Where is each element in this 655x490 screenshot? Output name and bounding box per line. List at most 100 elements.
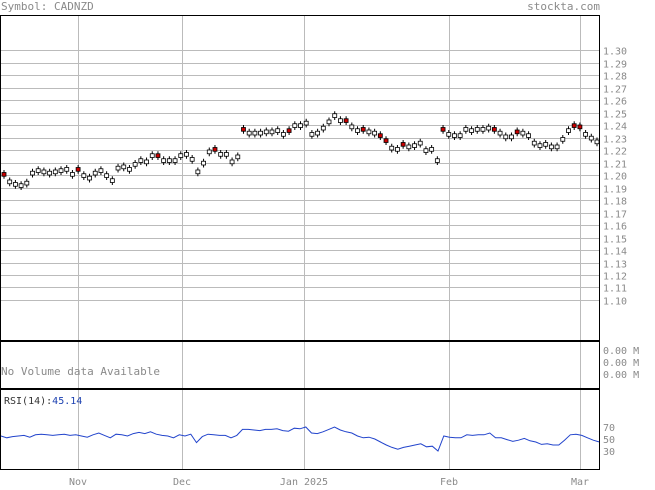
candle-body	[87, 175, 92, 181]
candle-body	[537, 143, 543, 148]
candle-body	[161, 158, 167, 163]
candle-body	[389, 145, 395, 151]
candle-body	[434, 158, 440, 163]
price-tick-label: 1.29	[603, 60, 627, 71]
price-panel-frame	[0, 15, 600, 341]
price-tick-label: 1.26	[603, 97, 627, 108]
x-tick-label: Jan 2025	[280, 477, 328, 486]
candle-body	[81, 173, 87, 178]
candle-body	[486, 125, 492, 131]
candle-body	[35, 168, 41, 173]
candle-body	[383, 138, 389, 143]
price-tick-label: 1.13	[603, 260, 627, 271]
candle-body	[98, 168, 104, 173]
candle-body	[166, 158, 172, 163]
candle-body	[263, 129, 269, 135]
candle-body	[138, 158, 144, 163]
candle-body	[412, 143, 417, 148]
price-tick-label: 1.16	[603, 222, 627, 233]
candle-body	[446, 132, 452, 137]
candle-body	[491, 127, 497, 132]
price-tick-label: 1.24	[603, 122, 627, 133]
candle-body	[566, 128, 571, 133]
price-tick-label: 1.17	[603, 210, 627, 221]
volume-panel-frame	[0, 341, 600, 389]
candle-body	[241, 127, 246, 132]
candle-body	[206, 149, 212, 155]
candle-body	[218, 152, 224, 157]
candle-body	[355, 128, 360, 133]
candle-body	[366, 129, 372, 135]
candle-body	[469, 128, 474, 133]
candle-body	[497, 130, 503, 136]
candle-body	[252, 130, 258, 136]
candle-body	[223, 152, 229, 157]
candle-body	[109, 178, 115, 183]
candle-body	[554, 144, 560, 150]
candle-body	[474, 127, 480, 132]
candle-body	[372, 130, 378, 136]
x-tick-label: Mar	[571, 477, 589, 486]
candle-body	[503, 134, 509, 140]
candle-body	[571, 123, 577, 128]
symbol-header: Symbol: CADNZD	[1, 0, 94, 14]
candle-body	[332, 113, 338, 118]
candle-body	[235, 154, 241, 160]
rsi-value: 45.14	[52, 396, 83, 407]
volume-tick-label: 0.00 M	[603, 346, 639, 357]
candle-body	[406, 144, 412, 150]
x-tick-label: Feb	[440, 477, 458, 486]
candle-body	[360, 127, 366, 132]
candle-body	[298, 123, 303, 128]
symbol-value: CADNZD	[53, 0, 94, 13]
candle-body	[349, 124, 355, 130]
rsi-label: RSI(14):	[4, 396, 53, 407]
candle-body	[184, 152, 189, 157]
candle-body	[526, 133, 531, 138]
candle-body	[178, 153, 184, 158]
candle-body	[400, 142, 406, 147]
candle-body	[303, 120, 309, 126]
x-tick-label: Dec	[173, 477, 191, 486]
candle-body	[286, 128, 292, 133]
candle-body	[52, 169, 58, 175]
candle-body	[326, 119, 332, 125]
candle-body	[246, 130, 252, 136]
candle-body	[588, 135, 594, 141]
candle-body	[457, 133, 463, 138]
brand-link[interactable]: stockta.com	[527, 0, 600, 13]
candle-body	[548, 144, 554, 150]
price-tick-label: 1.14	[603, 247, 627, 258]
candle-body	[423, 148, 429, 153]
candle-body	[172, 158, 178, 163]
candle-body	[1, 172, 7, 177]
price-tick-label: 1.30	[603, 47, 627, 58]
candle-body	[343, 118, 349, 123]
price-tick-label: 1.22	[603, 147, 627, 158]
candle-body	[583, 132, 588, 137]
candle-body	[144, 159, 149, 165]
rsi-tick-label: 50	[603, 435, 615, 446]
candle-body	[155, 153, 161, 158]
price-tick-label: 1.28	[603, 72, 627, 83]
candle-body	[92, 170, 98, 176]
candle-body	[18, 183, 24, 188]
candle-body	[429, 147, 435, 152]
candle-body	[452, 133, 457, 138]
candle-body	[121, 164, 127, 170]
candle-body	[417, 140, 423, 146]
candle-body	[275, 128, 281, 133]
volume-tick-label: 0.00 M	[603, 370, 639, 381]
candle-body	[75, 167, 81, 172]
candle-body	[269, 129, 275, 135]
candle-body	[47, 170, 53, 176]
candle-body	[13, 182, 18, 187]
candle-body	[320, 125, 326, 131]
price-tick-label: 1.27	[603, 85, 627, 96]
price-tick-label: 1.23	[603, 135, 627, 146]
price-tick-label: 1.20	[603, 172, 627, 183]
candle-body	[594, 139, 600, 145]
candle-body	[531, 140, 537, 146]
candle-body	[258, 130, 263, 136]
